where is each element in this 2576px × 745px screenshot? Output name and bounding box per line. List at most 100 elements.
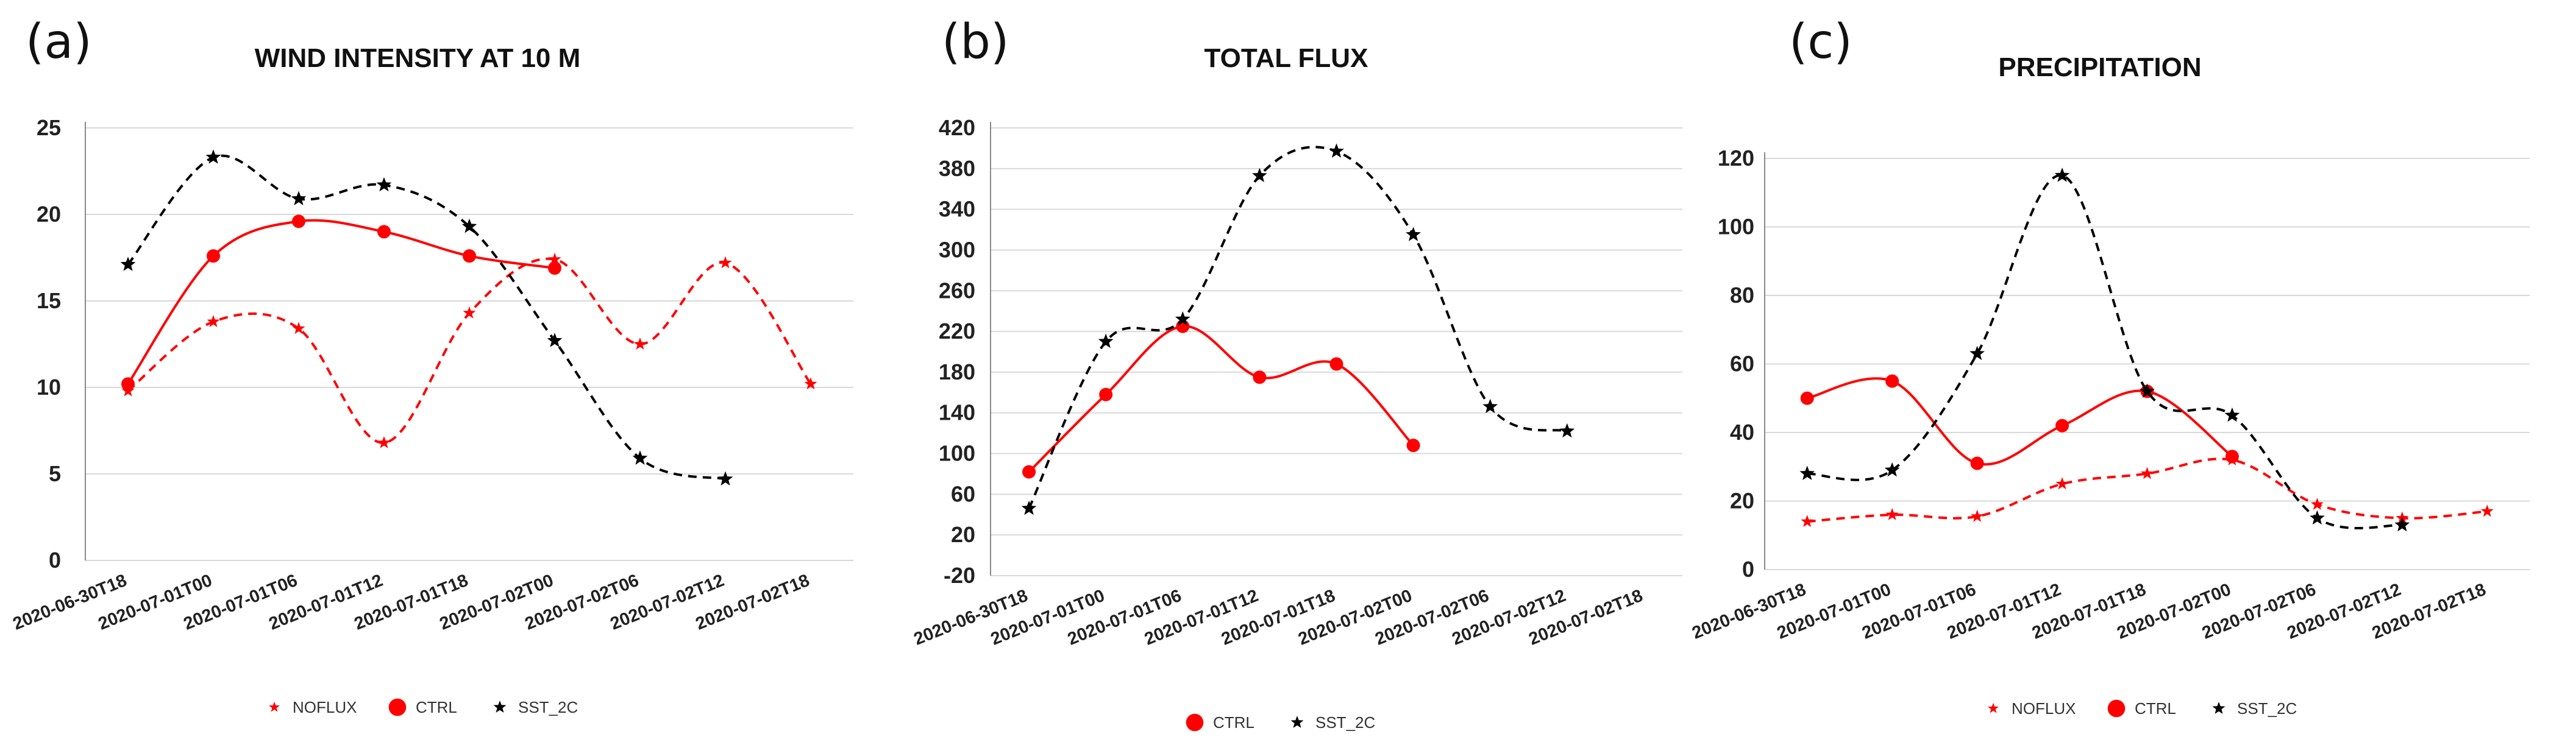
data-point — [719, 256, 732, 269]
y-tick-label: 220 — [939, 319, 975, 344]
y-tick-label: 80 — [1730, 283, 1754, 308]
y-tick-label: 180 — [939, 359, 975, 384]
data-point — [463, 249, 476, 263]
data-point — [1799, 465, 1815, 480]
series-line — [1028, 325, 1415, 473]
data-point — [2107, 699, 2126, 718]
data-point — [205, 149, 221, 164]
data-point — [2140, 383, 2155, 398]
y-tick-label: 300 — [939, 237, 975, 262]
y-tick-label: 5 — [49, 461, 61, 486]
series-line — [1807, 377, 2233, 466]
data-point — [1021, 500, 1037, 515]
legend-label: CTRL — [416, 698, 457, 716]
data-point — [269, 701, 280, 712]
data-point — [1252, 168, 1267, 182]
data-point — [2212, 702, 2226, 714]
data-point — [632, 450, 648, 465]
series-ctrl — [121, 214, 561, 391]
data-point — [461, 218, 477, 233]
data-point — [548, 261, 561, 275]
series-sst_2c — [1021, 143, 1575, 515]
y-tick-label: -20 — [944, 563, 975, 588]
y-tick-label: 20 — [37, 202, 61, 227]
data-point — [1885, 508, 1899, 520]
data-point — [1098, 333, 1114, 348]
plot-area: 05101520252020-06-30T182020-07-01T002020… — [10, 115, 853, 716]
panel-c: (c) PRECIPITATION 0204060801001202020-06… — [1689, 15, 2530, 718]
data-point — [2394, 517, 2410, 532]
chart-title: PRECIPITATION — [1998, 52, 2201, 82]
data-point — [2480, 504, 2494, 517]
y-tick-label: 40 — [1730, 420, 1754, 445]
legend-label: SST_2C — [1315, 713, 1375, 732]
data-point — [1099, 387, 1113, 401]
series-line — [1028, 146, 1568, 509]
y-tick-label: 0 — [49, 548, 61, 573]
plot-area: 0204060801001202020-06-30T182020-07-01T0… — [1689, 146, 2530, 718]
legend: CTRL SST_2C — [1186, 713, 1375, 732]
legend-label: CTRL — [2135, 699, 2176, 718]
data-point — [2310, 510, 2325, 525]
legend-item: CTRL — [1186, 713, 1254, 732]
data-point — [633, 337, 647, 350]
plot-area: -2020601001401802202603003403804202020-0… — [911, 115, 1682, 732]
y-tick-label: 25 — [37, 115, 61, 140]
data-point — [1329, 357, 1343, 371]
series-line — [1807, 457, 2488, 523]
data-point — [2224, 407, 2240, 422]
y-tick-label: 100 — [939, 441, 975, 466]
data-point — [1406, 227, 1421, 241]
legend-item: NOFLUX — [269, 698, 357, 716]
panel-label: (b) — [942, 15, 1009, 69]
data-point — [1988, 702, 1999, 713]
data-point — [548, 252, 561, 265]
data-point — [1885, 374, 1899, 388]
data-point — [2054, 168, 2070, 182]
series-sst_2c — [120, 149, 733, 485]
data-point — [291, 191, 307, 205]
y-tick-label: 140 — [939, 400, 975, 425]
series-line — [1807, 174, 2402, 529]
data-point — [377, 225, 391, 239]
data-point — [1970, 456, 1984, 470]
data-point — [376, 177, 392, 192]
y-tick-label: 260 — [939, 278, 975, 303]
series-sst_2c — [1799, 168, 2410, 532]
y-tick-label: 0 — [1742, 557, 1754, 582]
data-point — [493, 701, 507, 713]
data-point — [2310, 498, 2324, 510]
data-point — [120, 256, 136, 271]
legend-item: CTRL — [388, 698, 457, 716]
data-point — [377, 436, 391, 448]
data-point — [1175, 311, 1190, 326]
legend-label: CTRL — [1213, 713, 1254, 732]
data-point — [1559, 423, 1575, 438]
data-point — [1406, 439, 1420, 453]
y-tick-label: 380 — [939, 156, 975, 181]
data-point — [1482, 398, 1498, 414]
data-point — [1801, 515, 1814, 528]
data-point — [2141, 467, 2154, 479]
y-tick-label: 60 — [951, 481, 975, 506]
y-tick-label: 20 — [951, 522, 975, 547]
series-line — [127, 154, 726, 481]
chart-title: WIND INTENSITY AT 10 M — [255, 43, 581, 73]
data-point — [2055, 418, 2069, 433]
legend-item: CTRL — [2107, 699, 2176, 718]
series-line — [127, 219, 555, 385]
legend-label: NOFLUX — [293, 698, 357, 716]
data-point — [2055, 477, 2069, 490]
y-tick-label: 100 — [1718, 214, 1754, 239]
series-noflux — [121, 252, 817, 448]
panel-a: (a) WIND INTENSITY AT 10 M 0510152025202… — [10, 15, 853, 716]
legend-label: NOFLUX — [2012, 699, 2076, 718]
data-point — [1884, 462, 1900, 477]
data-point — [1253, 370, 1267, 384]
data-point — [1022, 465, 1036, 479]
panel-label: (c) — [1789, 15, 1852, 69]
y-tick-label: 15 — [37, 288, 61, 313]
data-point — [207, 315, 220, 327]
series-ctrl — [1022, 319, 1420, 479]
legend-label: SST_2C — [2237, 699, 2297, 718]
